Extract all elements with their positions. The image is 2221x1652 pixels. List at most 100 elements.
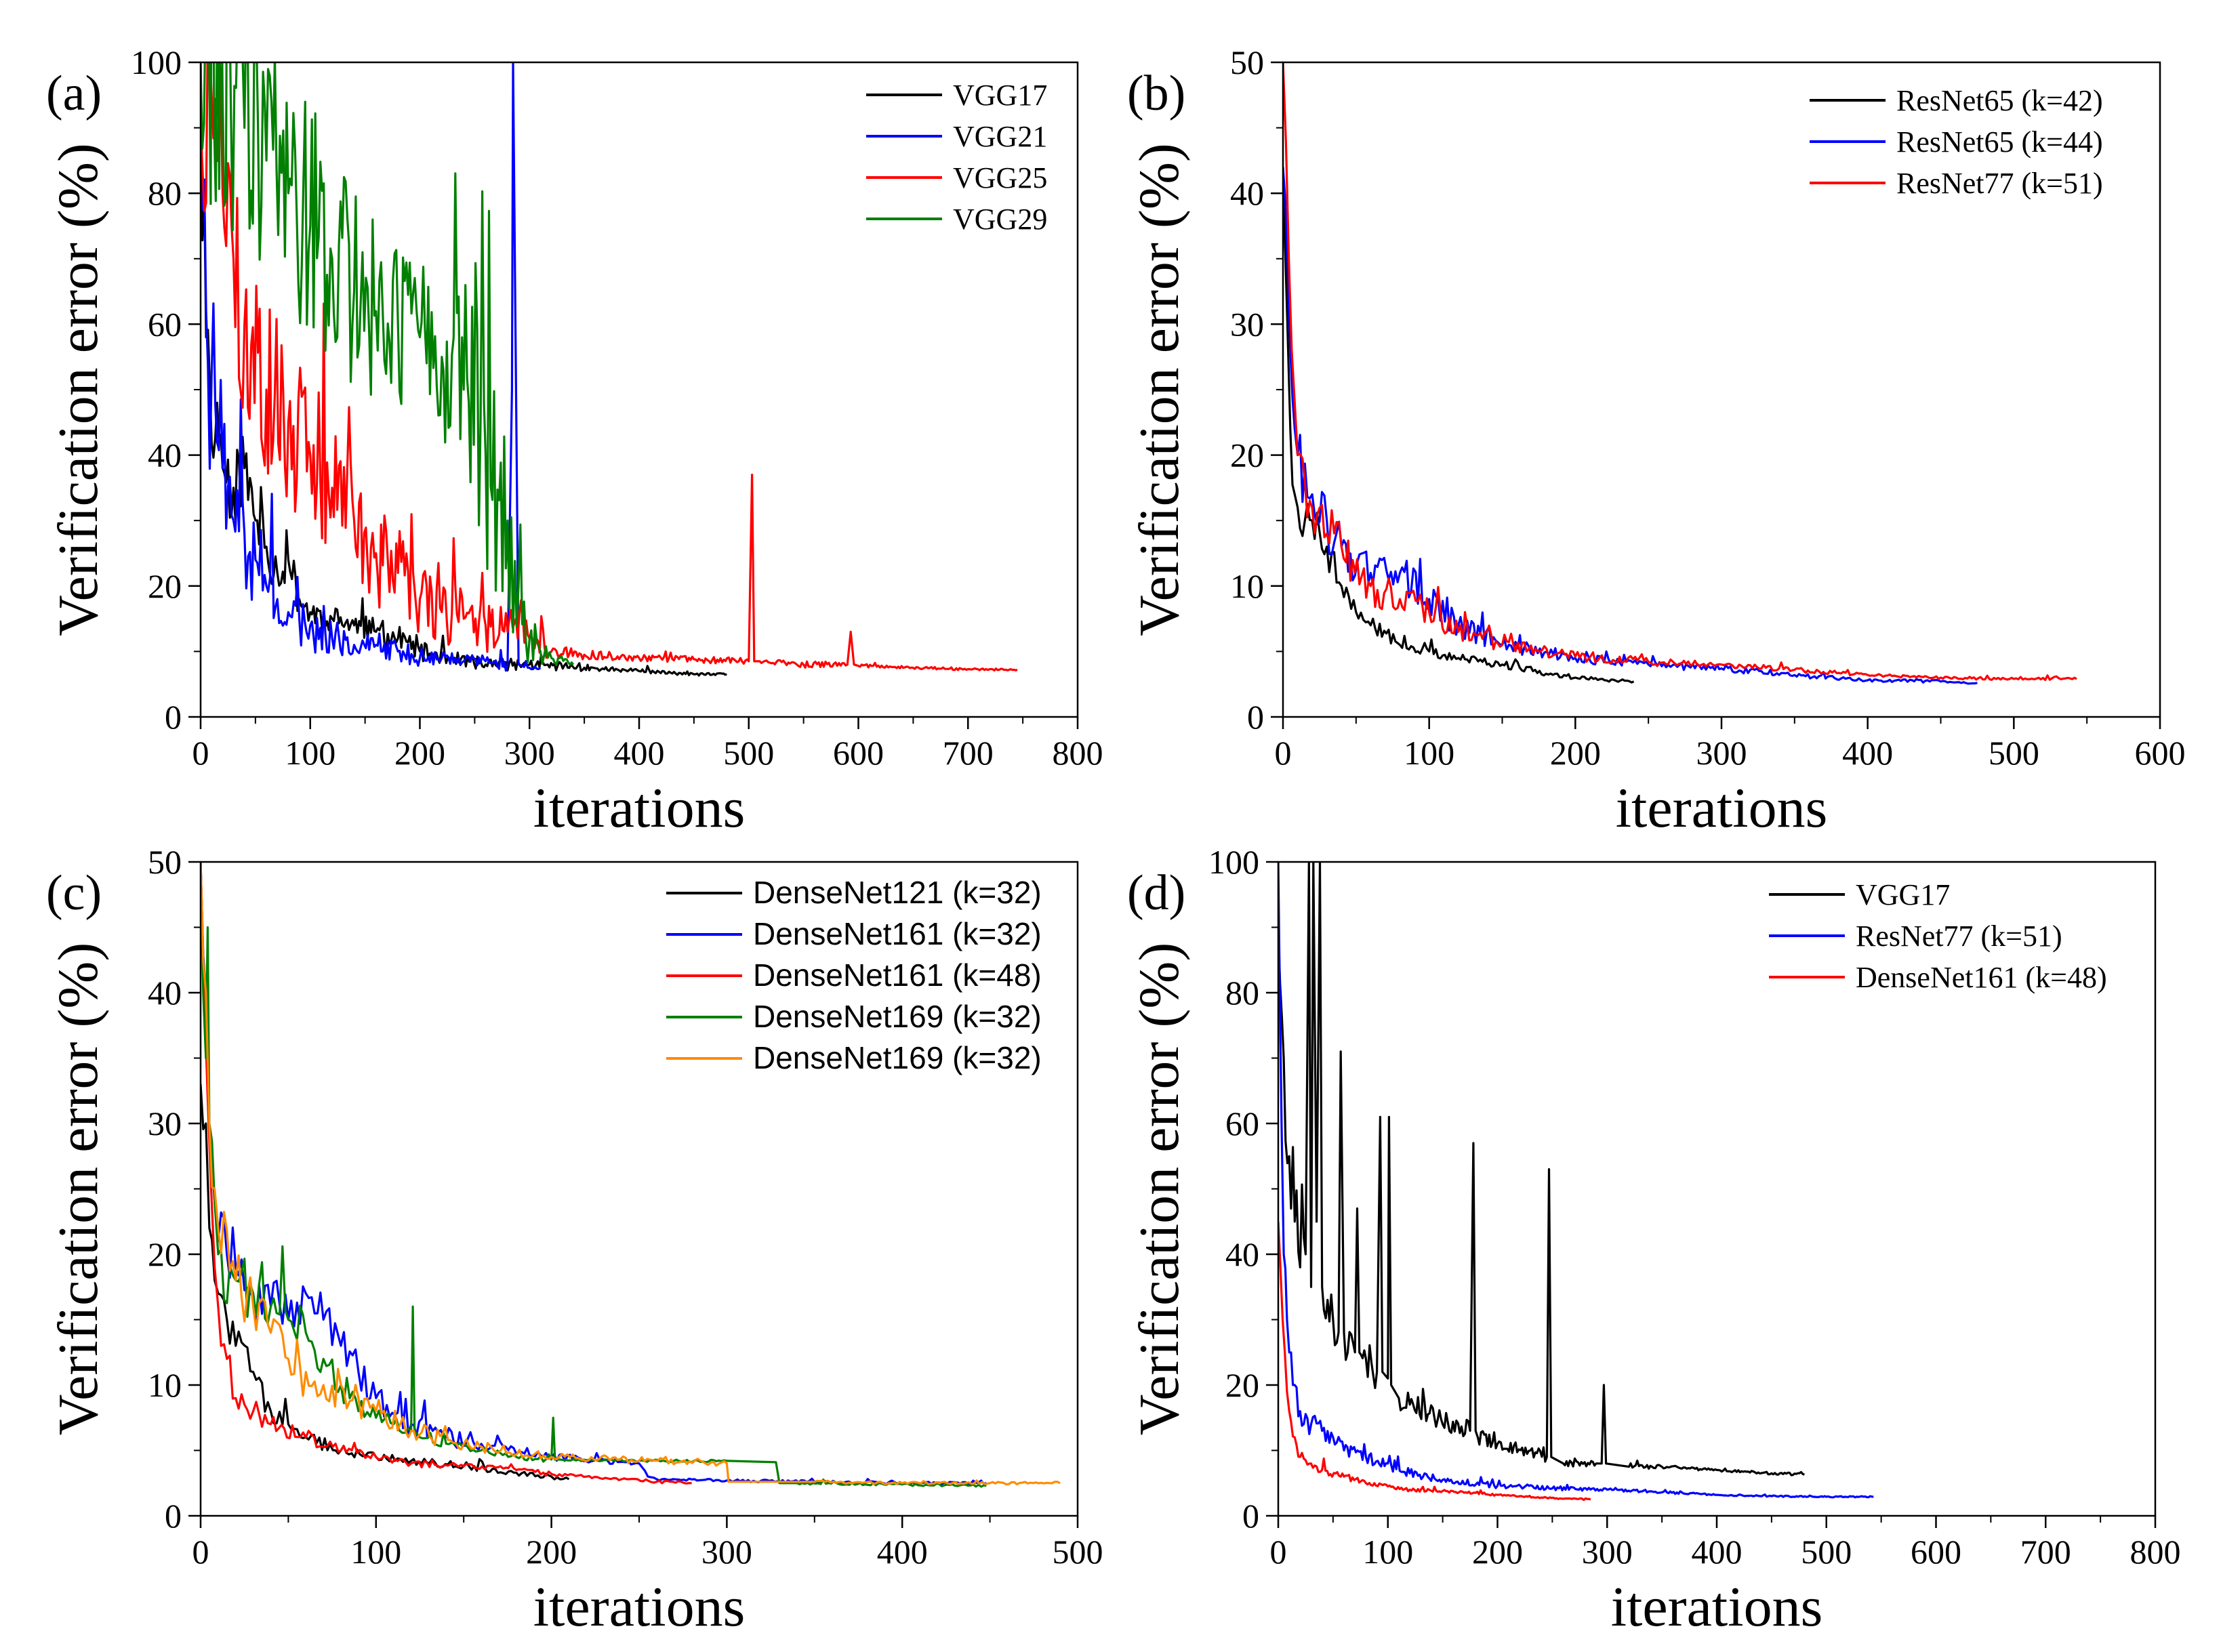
- x-tick-label: 100: [350, 1533, 401, 1571]
- y-tick-label: 20: [148, 567, 182, 605]
- x-tick-label: 500: [1053, 1533, 1103, 1571]
- y-tick-label: 80: [148, 174, 182, 212]
- y-axis-title: Verification error (%): [47, 143, 110, 636]
- y-tick-label: 40: [148, 974, 182, 1012]
- x-tick-label: 300: [504, 734, 555, 772]
- legend-label: VGG17: [1856, 878, 1950, 911]
- plot-frame: [1282, 61, 2161, 718]
- y-tick-label: 60: [148, 305, 182, 343]
- y-tick-label: 0: [165, 698, 182, 736]
- y-tick-label: 40: [1225, 1235, 1259, 1273]
- panel-d: 0 100 200 300 400 500 600 700 800 0 20 40 60 80 100 ite…: [1127, 843, 2181, 1638]
- x-tick-label: 300: [1696, 734, 1747, 772]
- legend-label: DenseNet121 (k=32): [753, 875, 1042, 910]
- x-tick-label: 600: [833, 734, 884, 772]
- x-tick-label: 200: [526, 1533, 577, 1571]
- x-tick-label: 300: [1582, 1533, 1633, 1571]
- y-axis-title: Verification error (%): [47, 943, 110, 1436]
- y-tick-label: 20: [148, 1235, 182, 1273]
- y-tick-label: 20: [1230, 436, 1264, 474]
- series-line: [201, 1084, 570, 1481]
- y-tick-label: 80: [1225, 974, 1259, 1012]
- y-tick-label: 100: [1208, 843, 1259, 881]
- legend-label: DenseNet161 (k=48): [1856, 961, 2107, 994]
- x-tick-label: 700: [2020, 1533, 2071, 1571]
- panel-label: (a): [46, 66, 102, 121]
- x-tick-label: 500: [1989, 734, 2039, 772]
- panel-label: (b): [1127, 66, 1185, 121]
- x-tick-label: 400: [877, 1533, 928, 1571]
- x-tick-label: 100: [1404, 734, 1454, 772]
- legend-label: DenseNet169 (k=32): [753, 1040, 1042, 1075]
- series-line: [1278, 862, 1874, 1499]
- series-line: [201, 62, 575, 666]
- y-tick-label: 30: [1230, 305, 1264, 343]
- y-tick-label: 0: [165, 1497, 182, 1535]
- legend: DenseNet121 (k=32) DenseNet161 (k=32) Dens…: [666, 875, 1042, 1075]
- y-tick-label: 50: [1230, 43, 1264, 81]
- legend-label: VGG17: [953, 79, 1047, 112]
- panel-c: 0 100 200 300 400 500 0 10 20 30 40 50 iterations Ver…: [46, 843, 1103, 1638]
- y-tick-label: 0: [1247, 698, 1264, 736]
- y-tick-label: 30: [148, 1104, 182, 1142]
- plot-frame: [1277, 861, 2157, 1517]
- series-line: [201, 862, 1061, 1486]
- series-line: [201, 862, 692, 1485]
- series-line: [201, 862, 987, 1486]
- series-line: [1278, 1221, 1591, 1502]
- x-axis-title: iterations: [533, 1575, 746, 1638]
- y-axis-title: Verification error (%): [1128, 943, 1191, 1436]
- x-tick-label: 500: [723, 734, 774, 772]
- plot-area: [201, 62, 1018, 677]
- y-tick-label: 40: [148, 436, 182, 474]
- legend-label: DenseNet161 (k=32): [753, 916, 1042, 951]
- x-tick-label: 500: [1801, 1533, 1852, 1571]
- panel-a: 0 100 200 300 400 500 600 700 800 0 20 40 60 80 100 ite…: [46, 43, 1103, 840]
- y-tick-label: 60: [1225, 1104, 1259, 1142]
- legend: VGG17 ResNet77 (k=51) DenseNet161 (k=48): [1769, 878, 2107, 994]
- x-tick-label: 700: [943, 734, 994, 772]
- x-tick-label: 0: [192, 1533, 209, 1571]
- y-tick-label: 0: [1242, 1497, 1259, 1535]
- legend-label: ResNet65 (k=44): [1896, 125, 2103, 159]
- legend-label: ResNet77 (k=51): [1856, 920, 2062, 953]
- series-line: [1283, 62, 2077, 681]
- x-axis-title: iterations: [533, 777, 746, 840]
- x-tick-label: 200: [1550, 734, 1601, 772]
- x-tick-label: 600: [2135, 734, 2186, 772]
- panel-label: (d): [1127, 865, 1185, 921]
- x-tick-label: 400: [1842, 734, 1893, 772]
- series-line: [201, 62, 1018, 672]
- x-tick-label: 100: [285, 734, 335, 772]
- x-tick-label: 400: [614, 734, 665, 772]
- y-axis-title: Verification error (%): [1128, 143, 1191, 636]
- x-tick-label: 800: [1053, 734, 1103, 772]
- series-line: [201, 62, 542, 672]
- x-tick-label: 300: [701, 1533, 752, 1571]
- series-line: [201, 140, 727, 677]
- y-tick-label: 10: [1230, 567, 1264, 605]
- x-tick-label: 400: [1692, 1533, 1743, 1571]
- x-tick-label: 0: [192, 734, 209, 772]
- y-tick-label: 50: [148, 843, 182, 881]
- panel-label: (c): [46, 865, 102, 921]
- legend: ResNet65 (k=42) ResNet65 (k=44) ResNet77 (…: [1810, 84, 2103, 200]
- y-tick-label: 20: [1225, 1366, 1259, 1404]
- x-tick-label: 0: [1275, 734, 1292, 772]
- legend: VGG17 VGG21 VGG25 VGG29: [866, 79, 1047, 236]
- x-tick-label: 100: [1362, 1533, 1413, 1571]
- legend-label: VGG25: [953, 161, 1047, 194]
- panel-b: 0 100 200 300 400 500 600 0 10 20 30 40 50 iterations…: [1127, 43, 2186, 840]
- x-axis-title: iterations: [1611, 1575, 1823, 1638]
- series-line: [1283, 167, 1978, 685]
- legend-label: VGG29: [953, 203, 1047, 236]
- plot-area: [1283, 62, 2077, 685]
- series-line: [1278, 862, 1805, 1477]
- series-line: [201, 862, 987, 1488]
- x-tick-label: 600: [1911, 1533, 1961, 1571]
- legend-label: ResNet77 (k=51): [1896, 167, 2103, 200]
- x-tick-label: 0: [1270, 1533, 1287, 1571]
- x-tick-label: 200: [394, 734, 445, 772]
- plot-area: [201, 862, 1061, 1488]
